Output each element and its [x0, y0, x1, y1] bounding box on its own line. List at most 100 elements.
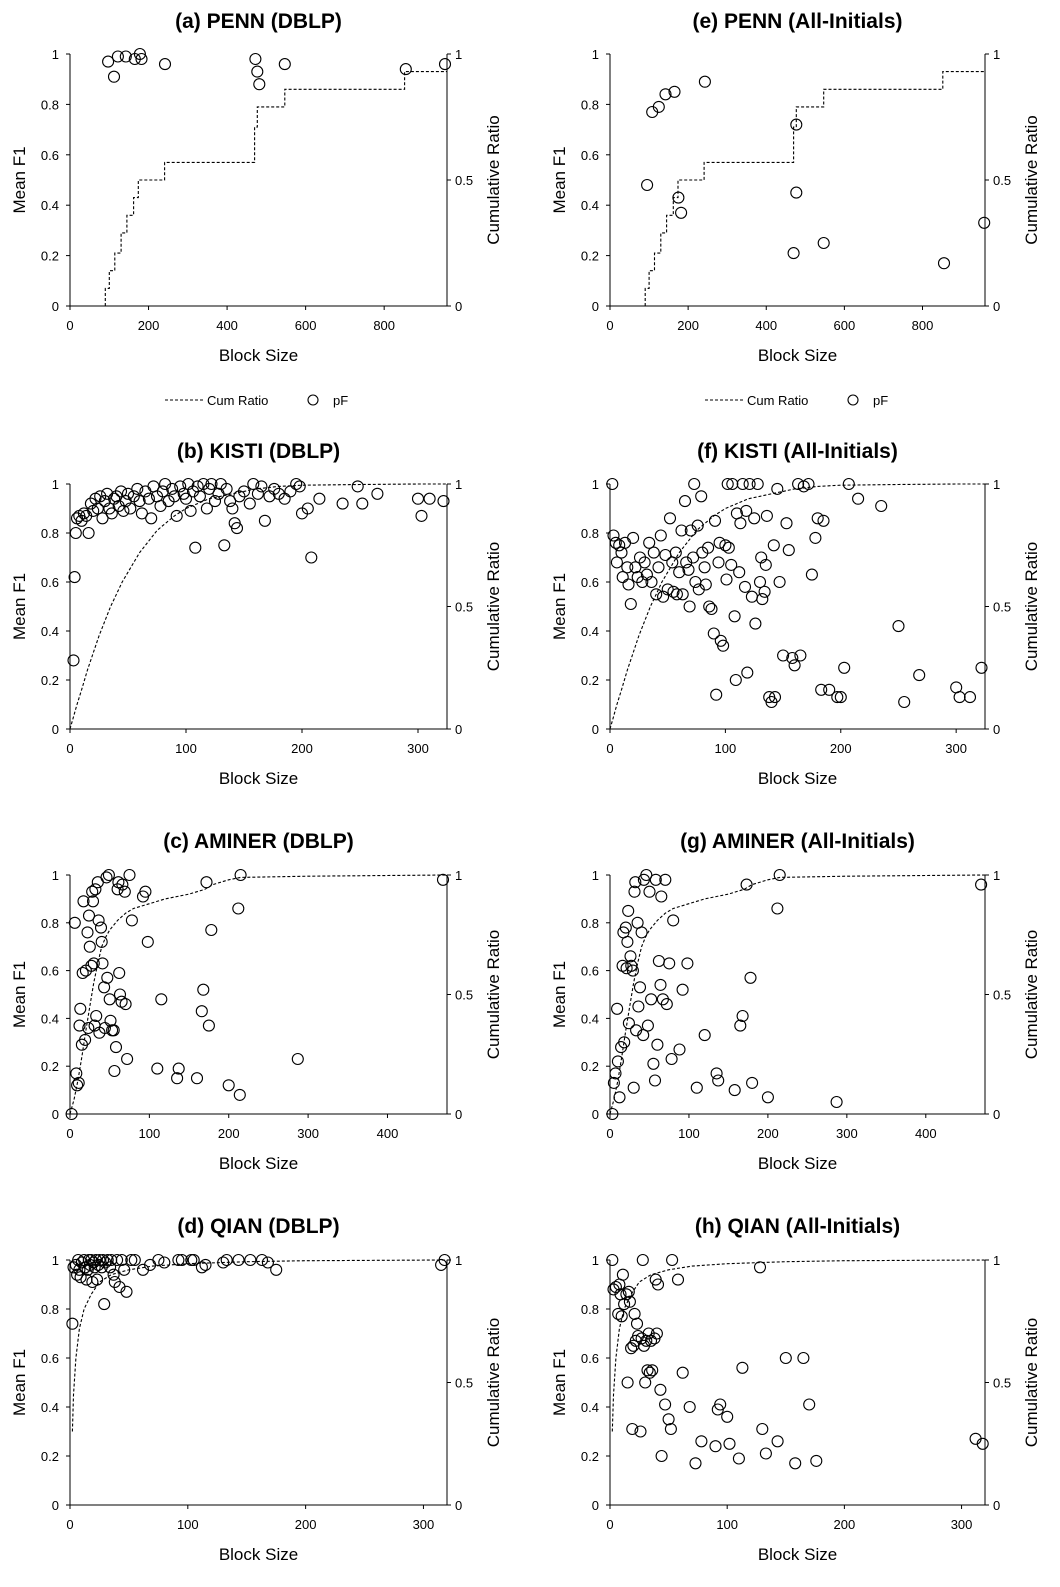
y-tick-label: 0.6: [581, 148, 599, 163]
x-tick-label: 400: [216, 318, 238, 333]
pf-point: [628, 1307, 641, 1320]
pf-point: [622, 1017, 635, 1030]
pf-point: [94, 921, 108, 934]
pf-point: [290, 477, 303, 491]
x-tick-label: 600: [834, 318, 856, 333]
pf-point: [72, 1076, 85, 1089]
pf-point: [108, 1064, 121, 1078]
pf-point: [87, 957, 100, 970]
pf-point: [660, 998, 673, 1011]
y-tick-label: 0: [592, 299, 599, 314]
y-tick-label: 0.4: [581, 1011, 599, 1026]
pf-point: [976, 1437, 989, 1450]
pf-point: [635, 926, 648, 939]
pf-point: [437, 495, 450, 508]
pf-point: [105, 507, 118, 520]
y-axis-label: Mean F1: [10, 146, 29, 213]
pf-point: [92, 914, 105, 927]
pf-point: [661, 583, 674, 596]
pf-point: [217, 1256, 230, 1269]
pf-point: [817, 514, 830, 527]
y-tick-label: 0: [592, 1107, 599, 1122]
pf-point: [172, 1062, 185, 1075]
pf-point: [667, 914, 680, 927]
y2-tick-label: 0: [993, 1498, 1000, 1513]
pf-point: [623, 1295, 636, 1308]
pf-point: [655, 1449, 668, 1463]
pf-point: [643, 1366, 656, 1379]
x-tick-label: 0: [66, 1517, 73, 1532]
legend-line-label: Cum Ratio: [207, 393, 268, 408]
pf-point: [650, 588, 663, 601]
pf-point: [671, 1273, 685, 1286]
pf-point: [86, 895, 100, 908]
pf-point: [736, 1361, 749, 1374]
pf-point: [114, 485, 128, 498]
y2-tick-label: 0.5: [455, 600, 473, 615]
pf-point: [647, 1057, 660, 1070]
legend-marker-swatch: [847, 394, 859, 406]
x-tick-label: 100: [139, 1126, 161, 1141]
pf-point: [618, 1036, 631, 1049]
x-tick-label: 400: [755, 318, 777, 333]
pf-point: [773, 575, 786, 589]
pf-point: [809, 531, 822, 544]
pf-point: [253, 78, 266, 91]
pf-point: [313, 492, 326, 505]
pf-point: [255, 480, 268, 493]
pf-point: [681, 957, 694, 970]
x-tick-label: 300: [951, 1517, 973, 1532]
pf-point: [158, 1256, 171, 1269]
pf-point: [135, 52, 148, 66]
pf-point: [667, 585, 680, 598]
cum-ratio-line: [69, 874, 448, 1115]
y-tick-label: 0.4: [41, 624, 59, 639]
pf-point: [705, 602, 718, 616]
pf-point: [133, 47, 146, 61]
pf-point: [678, 495, 692, 508]
pf-point: [760, 509, 773, 522]
pf-point: [222, 1079, 235, 1092]
pf-point: [98, 1298, 111, 1311]
pf-point: [423, 492, 436, 505]
pf-point: [125, 914, 138, 927]
pf-point: [74, 1271, 87, 1284]
pf-point: [166, 482, 179, 495]
pf-point: [80, 1273, 93, 1286]
pf-point: [699, 578, 712, 591]
pf-point: [125, 1253, 138, 1267]
y-tick-label: 0: [52, 722, 59, 737]
x-tick-label: 200: [677, 318, 699, 333]
x-axis-label: Block Size: [758, 1545, 837, 1564]
y2-tick-label: 1: [455, 1253, 462, 1268]
y2-tick-label: 0.5: [993, 173, 1011, 188]
pf-point: [777, 649, 790, 662]
x-tick-label: 200: [830, 741, 852, 756]
y2-tick-label: 0: [455, 299, 462, 314]
pf-point: [717, 639, 730, 652]
pf-point: [626, 1422, 639, 1436]
pf-point: [797, 1351, 810, 1365]
chart-panel-a: (a) PENN (DBLP) 0 0.2 0.4 0.6 0.8 1 0 0.5 1 0 200 40…: [10, 10, 503, 408]
pf-point: [102, 868, 115, 882]
pf-point: [73, 1263, 86, 1276]
pf-point: [624, 950, 637, 963]
x-axis-label: Block Size: [758, 1154, 837, 1173]
y-tick-label: 0: [52, 1107, 59, 1122]
pf-point: [82, 1021, 95, 1035]
pf-point: [121, 1052, 134, 1066]
pf-point: [622, 1285, 635, 1298]
y-tick-label: 0.6: [41, 1351, 59, 1366]
pf-point: [703, 600, 716, 613]
pf-point: [648, 1074, 662, 1087]
cum-ratio-line: [71, 1259, 448, 1432]
pf-point: [759, 1447, 772, 1460]
y2-tick-label: 0.5: [455, 1376, 473, 1391]
pf-point: [746, 1076, 759, 1089]
pf-point: [232, 902, 245, 915]
pf-point: [643, 536, 656, 549]
y-tick-label: 0.6: [41, 964, 59, 979]
pf-point: [606, 1107, 619, 1121]
y2-tick-label: 0.5: [993, 988, 1011, 1003]
